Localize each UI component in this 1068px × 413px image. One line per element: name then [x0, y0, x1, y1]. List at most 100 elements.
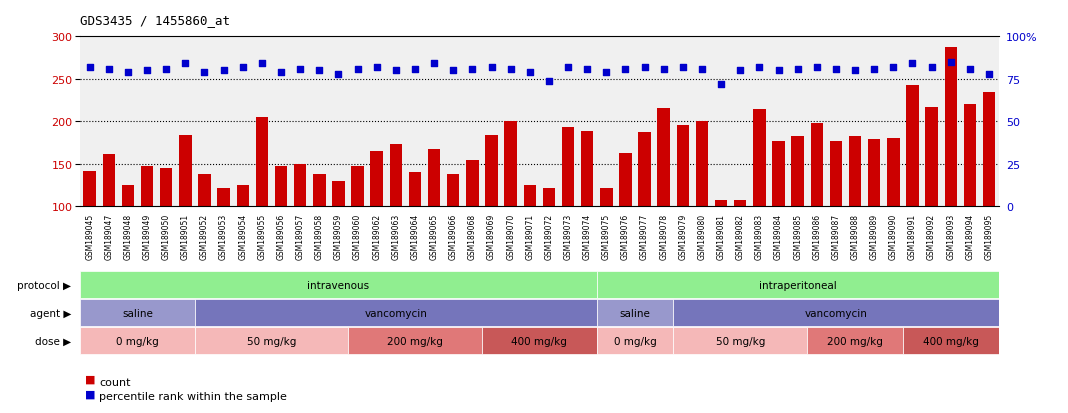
Bar	[428, 149, 440, 207]
Point	[349, 66, 366, 73]
Point	[215, 68, 232, 74]
Text: ■: ■	[85, 374, 96, 384]
Point	[234, 64, 251, 71]
Text: GDS3435 / 1455860_at: GDS3435 / 1455860_at	[80, 14, 230, 27]
Point	[540, 78, 557, 85]
Bar	[807, 328, 902, 355]
Bar	[925, 108, 938, 207]
Bar	[811, 124, 823, 207]
Bar	[677, 126, 689, 207]
Bar	[983, 93, 995, 207]
Point	[292, 66, 309, 73]
Bar	[581, 131, 594, 207]
Point	[693, 66, 710, 73]
Point	[311, 68, 328, 74]
Text: agent ▶: agent ▶	[30, 308, 70, 318]
Bar	[466, 160, 478, 207]
Text: 0 mg/kg: 0 mg/kg	[116, 336, 159, 346]
Bar	[199, 175, 210, 207]
Bar	[371, 152, 383, 207]
Bar	[944, 48, 957, 207]
Bar	[963, 105, 976, 207]
Bar	[753, 109, 766, 207]
Bar	[639, 133, 650, 207]
Point	[942, 59, 959, 66]
Text: intravenous: intravenous	[308, 280, 370, 290]
Bar	[122, 186, 135, 207]
Bar	[772, 142, 785, 207]
Bar	[830, 142, 843, 207]
Bar	[236, 186, 249, 207]
Bar	[390, 145, 402, 207]
Bar	[218, 188, 230, 207]
Point	[120, 69, 137, 76]
Point	[847, 68, 864, 74]
Bar	[734, 200, 747, 207]
Text: intraperitoneal: intraperitoneal	[758, 280, 836, 290]
Point	[272, 69, 289, 76]
Point	[195, 69, 213, 76]
Bar	[888, 138, 899, 207]
Bar	[103, 154, 115, 207]
Bar	[313, 175, 326, 207]
Point	[444, 68, 461, 74]
Point	[253, 61, 270, 68]
Point	[388, 68, 405, 74]
Bar	[141, 166, 154, 207]
Point	[980, 71, 998, 78]
Point	[425, 61, 442, 68]
Bar	[80, 271, 597, 299]
Bar	[714, 201, 727, 207]
Bar	[160, 169, 172, 207]
Point	[81, 64, 98, 71]
Point	[770, 68, 787, 74]
Text: count: count	[99, 377, 130, 387]
Bar	[695, 122, 708, 207]
Point	[560, 64, 577, 71]
Point	[655, 66, 672, 73]
Point	[330, 71, 347, 78]
Point	[502, 66, 519, 73]
Text: protocol ▶: protocol ▶	[17, 280, 70, 290]
Bar	[597, 328, 673, 355]
Point	[158, 66, 175, 73]
Text: 400 mg/kg: 400 mg/kg	[923, 336, 978, 346]
Point	[483, 64, 500, 71]
Bar	[348, 328, 482, 355]
Bar	[485, 135, 498, 207]
Bar	[562, 128, 575, 207]
Bar	[907, 85, 918, 207]
Bar	[332, 181, 345, 207]
Bar	[351, 167, 364, 207]
Text: 50 mg/kg: 50 mg/kg	[716, 336, 765, 346]
Bar	[482, 328, 597, 355]
Bar	[80, 328, 194, 355]
Bar	[868, 140, 880, 207]
Bar	[658, 109, 670, 207]
Bar	[274, 167, 287, 207]
Text: vancomycin: vancomycin	[804, 308, 867, 318]
Text: 200 mg/kg: 200 mg/kg	[387, 336, 443, 346]
Text: dose ▶: dose ▶	[35, 336, 70, 346]
Point	[732, 68, 749, 74]
Bar	[194, 299, 597, 327]
Bar	[179, 135, 191, 207]
Bar	[597, 271, 999, 299]
Text: 50 mg/kg: 50 mg/kg	[247, 336, 296, 346]
Text: 200 mg/kg: 200 mg/kg	[827, 336, 883, 346]
Bar	[523, 186, 536, 207]
Point	[712, 81, 729, 88]
Point	[884, 64, 901, 71]
Point	[789, 66, 806, 73]
Point	[866, 66, 883, 73]
Bar	[543, 188, 555, 207]
Point	[579, 66, 596, 73]
Text: percentile rank within the sample: percentile rank within the sample	[99, 392, 287, 401]
Point	[521, 69, 538, 76]
Point	[904, 61, 921, 68]
Point	[751, 64, 768, 71]
Text: ■: ■	[85, 389, 96, 399]
Bar	[849, 136, 861, 207]
Bar	[619, 154, 631, 207]
Point	[637, 64, 654, 71]
